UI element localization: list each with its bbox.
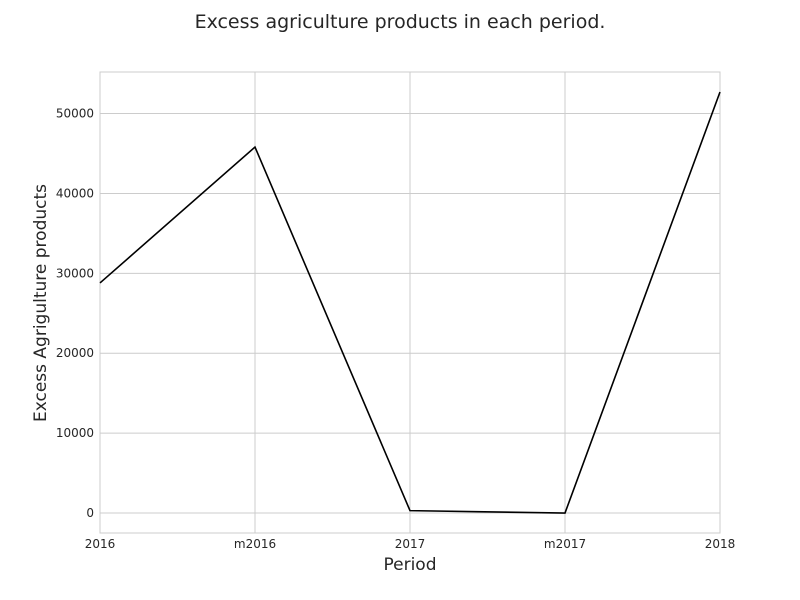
y-tick-label: 40000: [56, 186, 94, 200]
series-line: [99, 91, 721, 514]
x-axis-label: Period: [383, 555, 436, 575]
x-tick-label: 2016: [85, 537, 116, 551]
x-tick-labels: 2016 m2016 2017 m2017 2018: [85, 537, 736, 551]
y-tick-label: 30000: [56, 266, 94, 280]
x-tick-label: 2017: [395, 537, 426, 551]
y-tick-label: 50000: [56, 107, 94, 121]
y-tick-label: 20000: [56, 346, 94, 360]
grid-lines: [99, 72, 721, 533]
y-tick-labels: 0 10000 20000 30000 40000 50000: [56, 107, 94, 520]
x-tick-label: m2017: [544, 537, 586, 551]
x-tick-label: 2018: [705, 537, 736, 551]
plot-area-frame: [99, 71, 721, 534]
y-tick-label: 10000: [56, 426, 94, 440]
chart-title: Excess agriculture products in each peri…: [195, 11, 606, 33]
x-tick-label: m2016: [234, 537, 276, 551]
y-axis-label: Excess Agrigulture products: [31, 184, 51, 422]
series-layer: [99, 91, 721, 514]
y-tick-label: 0: [86, 506, 94, 520]
